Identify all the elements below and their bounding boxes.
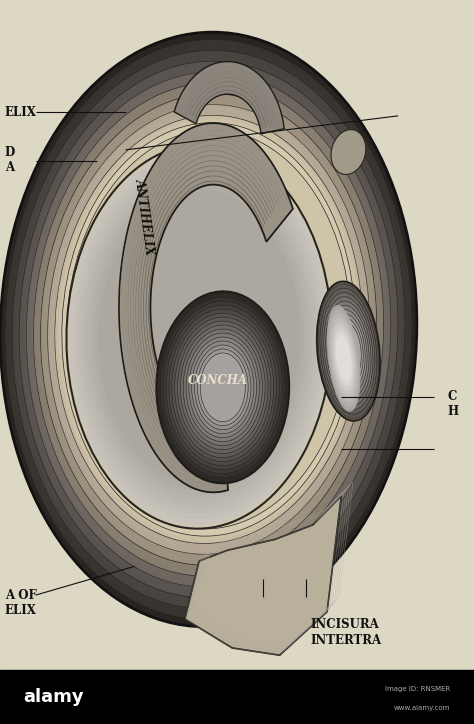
Ellipse shape xyxy=(331,130,366,174)
Text: INTERTRA: INTERTRA xyxy=(310,634,382,647)
Ellipse shape xyxy=(333,327,354,390)
Ellipse shape xyxy=(200,353,246,422)
Ellipse shape xyxy=(334,319,363,384)
Text: alamy: alamy xyxy=(24,688,84,706)
Text: C: C xyxy=(448,390,457,403)
Polygon shape xyxy=(119,123,293,492)
Ellipse shape xyxy=(335,331,353,386)
Ellipse shape xyxy=(86,172,312,502)
Ellipse shape xyxy=(82,166,317,508)
Text: www.alamy.com: www.alamy.com xyxy=(394,704,450,711)
Ellipse shape xyxy=(0,32,417,627)
Ellipse shape xyxy=(41,93,376,565)
Ellipse shape xyxy=(186,333,259,442)
Ellipse shape xyxy=(99,189,300,484)
Ellipse shape xyxy=(94,183,304,490)
Text: ELIX: ELIX xyxy=(5,604,36,617)
Ellipse shape xyxy=(183,329,262,446)
Ellipse shape xyxy=(169,309,276,466)
Text: H: H xyxy=(448,405,459,418)
Ellipse shape xyxy=(317,282,380,421)
Ellipse shape xyxy=(164,301,282,473)
Ellipse shape xyxy=(318,284,379,418)
Ellipse shape xyxy=(181,325,265,450)
Ellipse shape xyxy=(332,314,365,388)
Ellipse shape xyxy=(192,341,254,434)
Ellipse shape xyxy=(73,154,325,519)
Ellipse shape xyxy=(5,39,412,620)
Polygon shape xyxy=(174,62,284,134)
Ellipse shape xyxy=(195,345,251,430)
Text: D: D xyxy=(5,146,15,159)
Ellipse shape xyxy=(189,337,256,438)
Ellipse shape xyxy=(336,322,361,380)
Ellipse shape xyxy=(158,293,288,481)
Text: CONCHA: CONCHA xyxy=(188,374,248,387)
Ellipse shape xyxy=(322,292,375,410)
Ellipse shape xyxy=(328,306,369,397)
Ellipse shape xyxy=(332,322,355,395)
Ellipse shape xyxy=(90,177,308,496)
Ellipse shape xyxy=(166,305,279,470)
Text: ELIX: ELIX xyxy=(5,106,36,119)
Bar xyxy=(0,670,474,724)
Ellipse shape xyxy=(161,297,285,478)
Text: INCISURA: INCISURA xyxy=(310,618,379,631)
Text: A: A xyxy=(5,161,14,174)
Ellipse shape xyxy=(55,115,362,544)
Polygon shape xyxy=(185,496,341,655)
Ellipse shape xyxy=(320,288,377,414)
Ellipse shape xyxy=(48,104,369,555)
Text: A OF: A OF xyxy=(5,589,36,602)
Ellipse shape xyxy=(34,83,383,576)
Ellipse shape xyxy=(178,321,268,454)
Ellipse shape xyxy=(0,32,417,627)
Ellipse shape xyxy=(328,309,359,408)
Ellipse shape xyxy=(198,349,248,426)
Ellipse shape xyxy=(329,310,367,392)
Ellipse shape xyxy=(156,291,289,484)
Ellipse shape xyxy=(19,61,398,598)
Ellipse shape xyxy=(77,160,321,513)
Ellipse shape xyxy=(329,313,358,403)
Ellipse shape xyxy=(331,318,356,399)
Ellipse shape xyxy=(66,145,332,529)
Text: ANTIHELIX: ANTIHELIX xyxy=(133,178,156,256)
Text: Image ID: RNSMER: Image ID: RNSMER xyxy=(385,686,450,691)
Ellipse shape xyxy=(12,50,405,609)
Ellipse shape xyxy=(27,72,391,587)
Ellipse shape xyxy=(326,301,371,401)
Ellipse shape xyxy=(62,122,356,536)
Ellipse shape xyxy=(324,297,373,405)
Ellipse shape xyxy=(66,130,351,529)
Ellipse shape xyxy=(172,313,273,462)
Ellipse shape xyxy=(69,148,329,525)
Ellipse shape xyxy=(327,305,360,412)
Ellipse shape xyxy=(175,317,271,458)
Ellipse shape xyxy=(336,335,351,382)
